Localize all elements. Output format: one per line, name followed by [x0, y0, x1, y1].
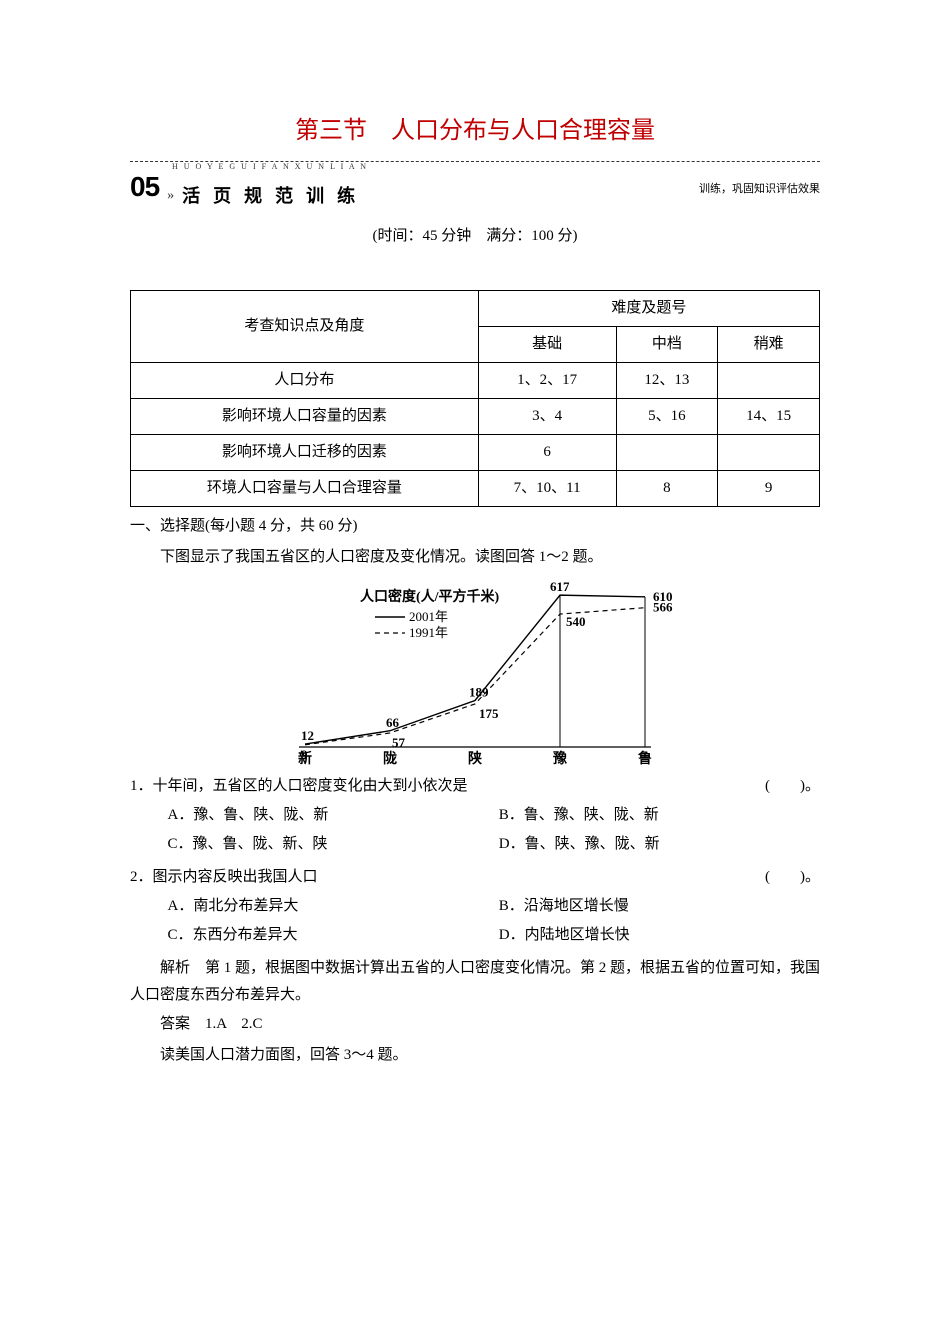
- option: C．豫、鲁、陇、新、陕: [168, 831, 489, 858]
- table-cell: 环境人口容量与人口合理容量: [131, 470, 479, 506]
- table-cell: [616, 434, 718, 470]
- svg-text:540: 540: [566, 614, 586, 629]
- table-row: 人口分布 1、2、17 12、13: [131, 362, 820, 398]
- knowledge-table: 考查知识点及角度 难度及题号 基础 中档 稍难 人口分布 1、2、17 12、1…: [130, 290, 820, 507]
- svg-text:陇: 陇: [383, 750, 397, 767]
- table-header-difficulty: 难度及题号: [478, 290, 819, 326]
- next-question-intro: 读美国人口潜力面图，回答 3～4 题。: [130, 1042, 820, 1069]
- table-cell: 14、15: [718, 398, 820, 434]
- svg-text:豫: 豫: [553, 750, 567, 767]
- answer-paren: ( )。: [745, 864, 820, 891]
- density-chart: 1296657189175617540610566新陇陕豫鲁人口密度(人/平方千…: [130, 577, 820, 767]
- table-cell: 影响环境人口迁移的因素: [131, 434, 479, 470]
- table-cell: 6: [478, 434, 616, 470]
- table-row: 影响环境人口容量的因素 3、4 5、16 14、15: [131, 398, 820, 434]
- chevron-icon: »: [167, 183, 174, 208]
- svg-text:12: 12: [301, 728, 314, 743]
- table-cell: [718, 434, 820, 470]
- banner-right-text: 训练，巩固知识评估效果: [699, 174, 820, 200]
- section-heading: 一、选择题(每小题 4 分，共 60 分): [130, 513, 820, 540]
- option: D．鲁、陕、豫、陇、新: [499, 831, 820, 858]
- option: D．内陆地区增长快: [499, 922, 820, 949]
- table-cell: 8: [616, 470, 718, 506]
- option: A．豫、鲁、陕、陇、新: [168, 802, 489, 829]
- timing-info: (时间：45 分钟 满分：100 分): [130, 223, 820, 250]
- page-title: 第三节 人口分布与人口合理容量: [130, 110, 820, 153]
- section-banner: H U O Y E G U I F A N X U N L I A N 05 »…: [130, 161, 820, 212]
- question-1: 1．十年间，五省区的人口密度变化由大到小依次是 ( )。: [130, 773, 820, 800]
- svg-text:175: 175: [479, 706, 499, 721]
- question-stem: 2．图示内容反映出我国人口: [130, 864, 745, 891]
- banner-number: 05: [130, 162, 159, 212]
- table-row: 影响环境人口迁移的因素 6: [131, 434, 820, 470]
- svg-text:2001年: 2001年: [409, 609, 448, 624]
- svg-text:566: 566: [653, 599, 673, 614]
- svg-text:新: 新: [298, 750, 312, 767]
- option: B．沿海地区增长慢: [499, 893, 820, 920]
- svg-text:66: 66: [386, 714, 400, 729]
- svg-text:鲁: 鲁: [637, 750, 652, 767]
- table-cell: 3、4: [478, 398, 616, 434]
- question-stem: 1．十年间，五省区的人口密度变化由大到小依次是: [130, 773, 745, 800]
- table-cell: 7、10、11: [478, 470, 616, 506]
- svg-text:189: 189: [469, 684, 489, 699]
- banner-title: 活 页 规 范 训 练: [182, 180, 359, 212]
- table-cell: 9: [718, 470, 820, 506]
- table-cell: 影响环境人口容量的因素: [131, 398, 479, 434]
- table-col-hard: 稍难: [718, 326, 820, 362]
- table-cell: 1、2、17: [478, 362, 616, 398]
- table-cell: 5、16: [616, 398, 718, 434]
- svg-text:人口密度(人/平方千米): 人口密度(人/平方千米): [360, 588, 500, 605]
- table-cell: 12、13: [616, 362, 718, 398]
- svg-text:1991年: 1991年: [409, 625, 448, 640]
- option: C．东西分布差异大: [168, 922, 489, 949]
- question-intro: 下图显示了我国五省区的人口密度及变化情况。读图回答 1～2 题。: [130, 544, 820, 571]
- question-1-options: A．豫、鲁、陕、陇、新 B．鲁、豫、陕、陇、新 C．豫、鲁、陇、新、陕 D．鲁、…: [130, 802, 820, 858]
- table-cell: [718, 362, 820, 398]
- table-col-basic: 基础: [478, 326, 616, 362]
- option: B．鲁、豫、陕、陇、新: [499, 802, 820, 829]
- explanation: 解析 第 1 题，根据图中数据计算出五省的人口密度变化情况。第 2 题，根据五省…: [130, 955, 820, 1009]
- banner-pinyin: H U O Y E G U I F A N X U N L I A N: [172, 160, 368, 174]
- table-col-mid: 中档: [616, 326, 718, 362]
- question-2: 2．图示内容反映出我国人口 ( )。: [130, 864, 820, 891]
- svg-text:陕: 陕: [468, 750, 482, 767]
- table-cell: 人口分布: [131, 362, 479, 398]
- table-header-topic: 考查知识点及角度: [131, 290, 479, 362]
- svg-text:617: 617: [550, 579, 570, 594]
- svg-text:57: 57: [392, 735, 406, 750]
- answer-paren: ( )。: [745, 773, 820, 800]
- table-row: 环境人口容量与人口合理容量 7、10、11 8 9: [131, 470, 820, 506]
- answer: 答案 1.A 2.C: [130, 1011, 820, 1038]
- question-2-options: A．南北分布差异大 B．沿海地区增长慢 C．东西分布差异大 D．内陆地区增长快: [130, 893, 820, 949]
- option: A．南北分布差异大: [168, 893, 489, 920]
